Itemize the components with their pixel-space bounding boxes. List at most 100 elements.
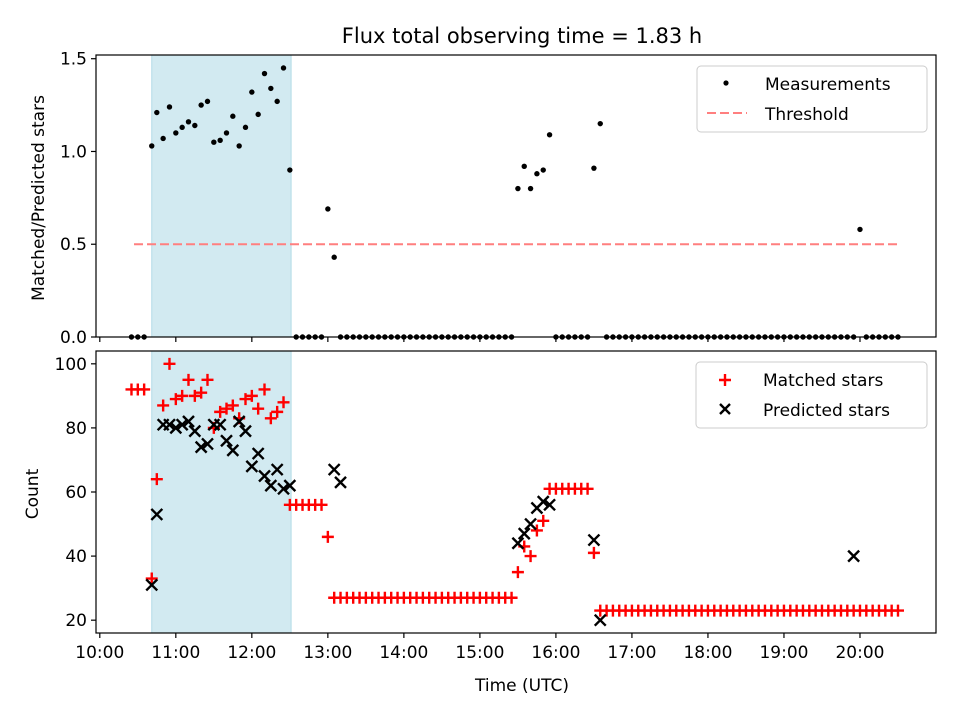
measurement-point [179, 124, 185, 131]
matched-star-point [271, 405, 284, 418]
predicted-star-point [150, 508, 164, 521]
top-y-axis-label: Matched/Predicted stars [29, 95, 49, 301]
top-y-tick-label: 0.0 [60, 328, 87, 348]
x-axis-label: Time (UTC) [474, 676, 569, 696]
measurement-point [204, 98, 211, 105]
measurement-point [192, 122, 198, 129]
predicted-star-point [245, 460, 259, 473]
top-y-ticks: 0.0 0.5 1.0 1.5 [60, 50, 96, 348]
matched-star-point [321, 530, 334, 543]
measurement-point [173, 130, 179, 136]
bottom-y-ticks: 20 40 60 80 100 [55, 355, 96, 631]
predicted-star-point [334, 476, 347, 489]
measurement-point [217, 137, 223, 144]
legend-measurements-marker [723, 80, 729, 86]
top-legend-frame [696, 65, 928, 133]
top-y-tick-label: 1.5 [60, 50, 87, 70]
top-axes-frame [95, 54, 937, 338]
legend-threshold-label: Threshold [764, 105, 849, 125]
bottom-y-tick-label: 80 [65, 419, 87, 439]
matched-star-point [150, 473, 163, 486]
predicted-star-point [543, 498, 556, 512]
predicted-star-point [593, 613, 607, 627]
predicted-star-point [251, 447, 265, 460]
measurement-point [521, 163, 527, 170]
legend-matched-marker [719, 374, 731, 386]
measurement-point [331, 254, 337, 260]
bottom-x-ticks: 10:00 11:00 12:00 13:00 14:00 15:00 16:00 17:00… [75, 633, 884, 663]
legend-matched-label: Matched stars [763, 371, 883, 391]
matched-star-point [226, 399, 239, 412]
predicted-star-point [188, 424, 202, 438]
predicted-star-point [175, 418, 189, 432]
predicted-star-point [264, 479, 278, 492]
matched-star-point [157, 399, 170, 412]
bottom-panel: 20 40 60 80 100 10:00 11:00 12:00 13:00 14:00 15:… [23, 350, 937, 696]
bottom-shaded-span [151, 350, 292, 634]
matched-star-point [169, 393, 182, 406]
measurement-point [287, 167, 293, 173]
matched-star-point [214, 405, 227, 418]
measurement-point [249, 89, 255, 95]
matched-points [125, 357, 904, 617]
bottom-x-tick-label: 15:00 [455, 643, 504, 663]
measurement-point [857, 226, 863, 233]
measurement-point [185, 119, 192, 125]
measurement-point [261, 70, 268, 77]
top-points [128, 65, 901, 340]
measurement-point [242, 124, 249, 131]
bottom-legend: Matched stars Predicted stars [695, 361, 928, 429]
measurement-point [515, 185, 521, 192]
predicted-star-point [847, 549, 860, 563]
matched-star-point [188, 389, 201, 402]
matched-star-point [524, 550, 537, 563]
predicted-star-point [587, 533, 601, 547]
bottom-y-axis-label: Count [23, 468, 43, 519]
bottom-x-tick-label: 17:00 [607, 643, 656, 663]
matched-star-point [581, 482, 594, 495]
bottom-x-tick-label: 18:00 [683, 643, 732, 663]
matched-star-point [505, 591, 518, 604]
measurement-point [540, 167, 546, 173]
matched-star-point [195, 386, 208, 399]
chart-title: Flux total observing time = 1.83 h [342, 24, 702, 48]
bottom-x-tick-label: 10:00 [75, 643, 124, 663]
matched-star-point [258, 383, 271, 396]
top-shaded-span [151, 54, 292, 338]
predicted-star-point [517, 527, 531, 541]
measurement-point [591, 165, 597, 171]
predicted-star-point [232, 415, 246, 428]
top-y-tick-label: 1.0 [60, 142, 87, 162]
bottom-x-tick-label: 11:00 [151, 643, 200, 663]
predicted-star-point [327, 463, 341, 476]
measurement-point [527, 185, 534, 192]
legend-predicted-label: Predicted stars [763, 401, 890, 421]
matched-star-point [220, 402, 233, 415]
bottom-x-tick-label: 16:00 [531, 643, 580, 663]
matched-star-point [182, 373, 195, 386]
bottom-legend-frame [695, 361, 928, 429]
measurement-point [546, 132, 553, 138]
measurement-point [325, 206, 331, 212]
bottom-y-tick-label: 100 [55, 355, 87, 375]
bottom-x-tick-label: 13:00 [303, 643, 352, 663]
measurement-point [597, 120, 603, 127]
bottom-x-tick-label: 14:00 [379, 643, 428, 663]
predicted-star-point [220, 434, 233, 448]
predicted-star-point [258, 469, 271, 483]
matched-star-point [163, 357, 176, 370]
bottom-x-tick-label: 12:00 [227, 643, 276, 663]
matched-star-point [587, 546, 600, 559]
measurement-point [280, 65, 287, 71]
matched-star-point [511, 566, 524, 579]
matched-star-point [530, 524, 543, 537]
matched-star-point [264, 412, 277, 425]
matched-star-point [315, 498, 328, 511]
predicted-star-point [182, 415, 195, 428]
predicted-points [145, 415, 860, 627]
predicted-star-point [169, 421, 183, 435]
predicted-star-point [163, 418, 176, 432]
measurement-point [160, 135, 166, 142]
bottom-y-tick-label: 40 [65, 547, 87, 567]
measurement-point [166, 104, 173, 110]
